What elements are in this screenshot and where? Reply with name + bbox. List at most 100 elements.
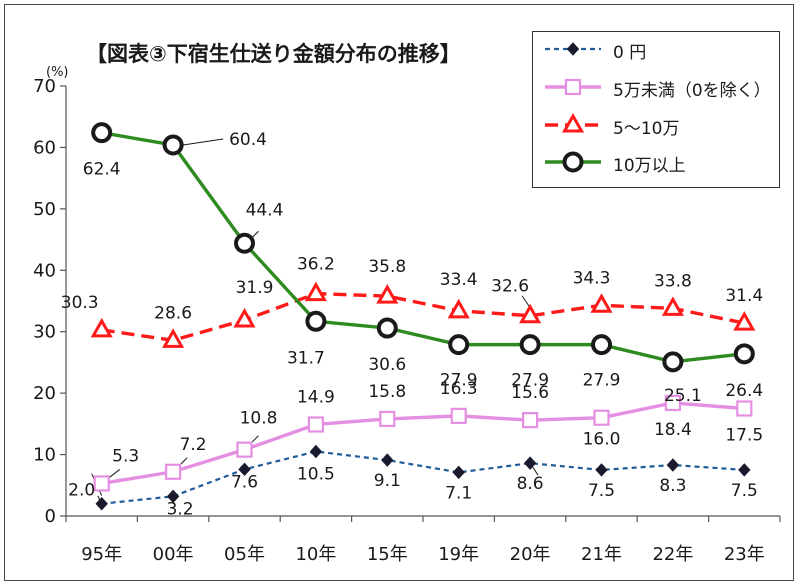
data-label-over-10man: 27.9 (583, 371, 621, 391)
legend-label-over-10man: 10万以上 (613, 156, 686, 176)
y-axis-unit: (%) (46, 65, 69, 80)
data-point-zero-yen (166, 489, 180, 504)
data-label-under-5man: 7.2 (180, 435, 207, 455)
data-label-over-10man: 27.9 (440, 371, 478, 391)
data-point-over-10man (448, 334, 470, 356)
data-label-zero-yen: 7.5 (588, 481, 615, 501)
data-point-under-5man (93, 475, 110, 492)
data-label-5-10man: 28.6 (154, 303, 192, 323)
data-label-zero-yen: 2.0 (68, 481, 95, 501)
data-point-over-10man (591, 334, 612, 356)
data-label-5-10man: 36.2 (297, 255, 335, 275)
x-tick-label: 23年 (724, 544, 765, 565)
y-tick-label: 20 (33, 383, 56, 404)
data-label-under-5man: 16.0 (583, 430, 621, 450)
series-line-over-10man (101, 131, 745, 364)
data-label-zero-yen: 8.3 (659, 476, 686, 496)
data-point-zero-yen (738, 463, 751, 477)
data-label-5-10man: 31.9 (236, 278, 274, 298)
data-point-under-5man (450, 407, 467, 424)
data-label-zero-yen: 9.1 (374, 471, 401, 491)
chart-legend: 0 円 5万未満（0を除く） 5～10万 10万以上 (532, 31, 780, 188)
data-point-5-10man (376, 284, 399, 304)
x-tick-label: 00年 (153, 544, 194, 565)
x-tick-label: 15年 (367, 544, 408, 565)
data-point-5-10man (90, 317, 113, 338)
data-label-over-10man: 31.7 (287, 348, 325, 368)
legend-label-zero-yen: 0 円 (613, 43, 647, 63)
data-label-under-5man: 15.6 (511, 383, 549, 403)
y-tick-label: 40 (33, 260, 56, 281)
data-label-over-10man: 30.6 (368, 355, 406, 375)
data-point-zero-yen (381, 453, 394, 467)
data-label-5-10man: 31.4 (725, 286, 763, 306)
data-label-under-5man: 14.9 (297, 387, 335, 407)
data-point-zero-yen (452, 465, 465, 480)
legend-label-under-5man: 5万未満（0を除く） (613, 81, 771, 101)
data-point-5-10man (304, 281, 327, 302)
series-line-under-5man (101, 401, 745, 486)
legend-marker-under-5man (545, 78, 601, 96)
data-point-over-10man (162, 134, 184, 156)
data-point-under-5man (379, 410, 396, 428)
data-point-over-10man (519, 334, 541, 356)
data-point-under-5man (521, 412, 539, 429)
data-point-5-10man (519, 303, 542, 324)
y-tick-label: 30 (33, 322, 56, 343)
data-label-5-10man: 32.6 (491, 277, 529, 297)
x-tick-label: 05年 (224, 544, 265, 565)
y-tick-label: 50 (33, 199, 56, 220)
data-label-over-10man: 27.9 (511, 371, 549, 391)
data-point-5-10man (233, 308, 256, 328)
data-point-5-10man (447, 298, 470, 319)
data-label-zero-yen: 7.6 (231, 472, 258, 492)
data-point-over-10man (234, 232, 255, 254)
data-label-over-10man: 44.4 (246, 200, 284, 220)
data-point-5-10man (590, 293, 613, 313)
data-label-zero-yen: 7.5 (731, 481, 758, 501)
series-line-zero-yen (101, 450, 745, 505)
data-point-over-10man (733, 343, 755, 365)
data-label-5-10man: 35.8 (368, 257, 406, 277)
data-label-under-5man: 17.5 (725, 426, 763, 446)
chart-title: 【図表③下宿生仕送り金額分布の推移】 (86, 42, 461, 66)
x-tick-label: 20年 (510, 544, 551, 565)
data-label-under-5man: 10.8 (240, 409, 278, 429)
data-point-over-10man (305, 310, 327, 332)
legend-label-5-10man: 5～10万 (613, 119, 680, 139)
data-label-over-10man: 26.4 (725, 381, 763, 401)
data-label-under-5man: 18.4 (654, 420, 692, 440)
data-label-under-5man: 5.3 (112, 446, 139, 466)
data-label-leader (183, 138, 224, 146)
x-tick-label: 95年 (81, 544, 122, 565)
legend-marker-5-10man (545, 112, 601, 133)
legend-point-5-10man (561, 112, 585, 133)
y-tick-label: 0 (45, 506, 56, 527)
data-label-5-10man: 33.8 (654, 271, 692, 291)
x-tick-label: 10年 (295, 544, 336, 565)
legend-point-over-10man (562, 151, 584, 173)
data-point-zero-yen (309, 444, 323, 459)
data-point-under-5man (236, 441, 253, 458)
data-point-5-10man (661, 296, 684, 316)
data-point-zero-yen (523, 456, 537, 470)
y-tick-label: 10 (33, 445, 56, 466)
data-label-over-10man: 62.4 (83, 160, 121, 180)
data-label-under-5man: 16.3 (440, 379, 478, 399)
x-tick-label: 22年 (652, 544, 693, 565)
legend-marker-zero-yen (545, 42, 601, 56)
data-point-over-10man (91, 122, 113, 144)
data-label-over-10man: 60.4 (229, 130, 267, 150)
data-label-5-10man: 33.4 (440, 270, 478, 290)
x-tick-label: 19年 (438, 544, 479, 565)
data-label-zero-yen: 8.6 (517, 474, 544, 494)
series-line-5-10man (101, 291, 745, 343)
data-label-leader (521, 295, 531, 309)
data-label-zero-yen: 3.2 (167, 499, 194, 519)
y-tick-label: 70 (33, 76, 56, 97)
data-label-zero-yen: 7.1 (445, 483, 472, 503)
legend-point-zero-yen (566, 42, 580, 56)
data-point-5-10man (162, 328, 185, 348)
data-label-over-10man: 25.1 (664, 386, 702, 406)
